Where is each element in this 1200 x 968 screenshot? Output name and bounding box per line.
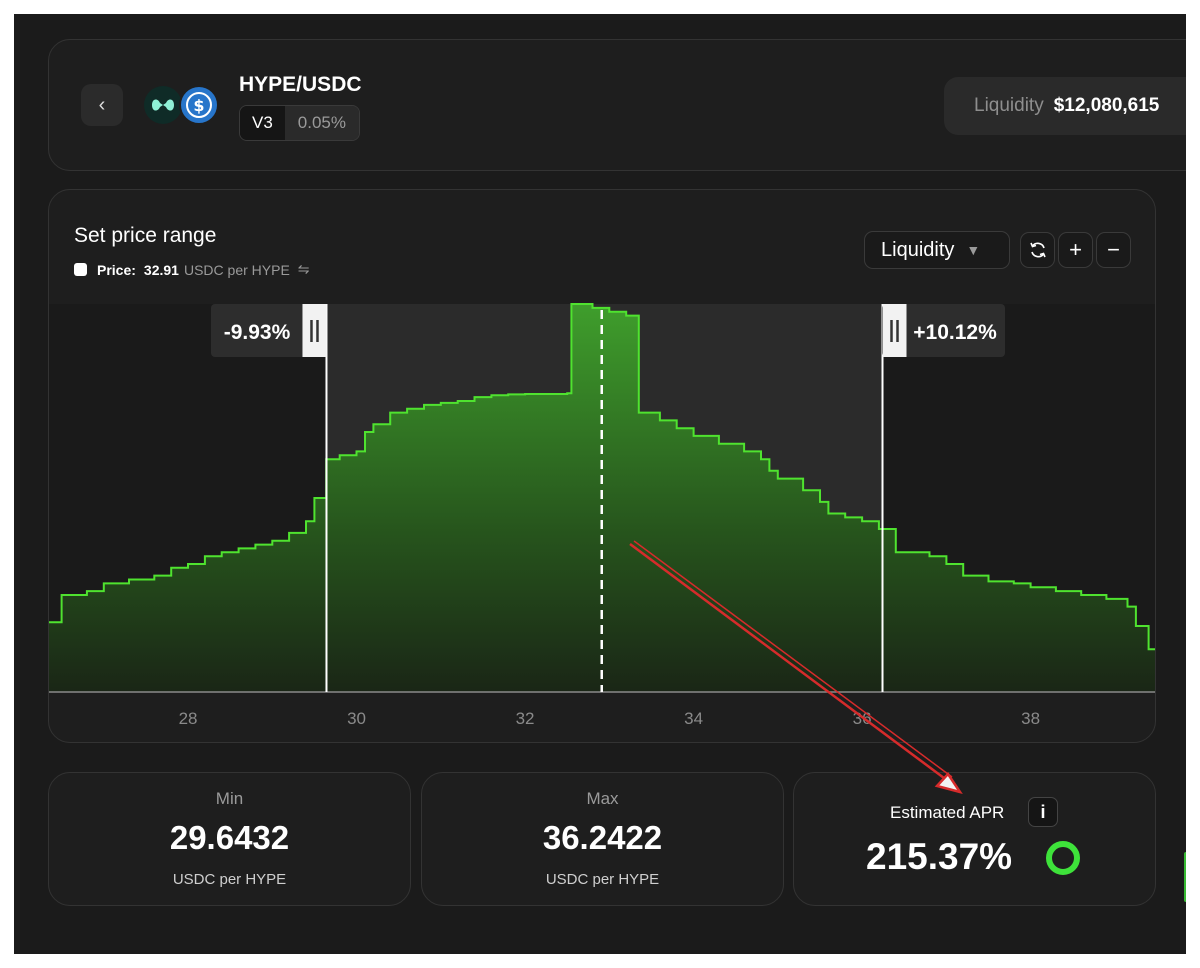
panel-title: Set price range — [74, 224, 217, 247]
price-label: Price: — [97, 261, 136, 278]
min-value[interactable]: 29.6432 — [169, 819, 290, 856]
back-button[interactable]: ‹ — [81, 84, 123, 126]
hype-token-icon — [144, 86, 182, 124]
chart-mode-select[interactable]: Liquidity ▼ — [864, 231, 1010, 269]
price-value: 32.91 — [143, 261, 179, 278]
version-badge: V3 — [240, 106, 285, 140]
swap-direction-icon[interactable]: ⇋ — [297, 261, 310, 277]
min-label: Min — [215, 789, 244, 808]
max-unit: USDC per HYPE — [545, 871, 660, 888]
min-pct-label: -9.93% — [224, 321, 291, 344]
liquidity-chart[interactable]: -9.93% +10.12% 283032343638 — [49, 190, 1156, 743]
minus-icon: − — [1107, 237, 1120, 262]
min-price-card[interactable]: Min 29.6432 USDC per HYPE — [48, 772, 411, 906]
max-range-handle[interactable] — [882, 304, 907, 357]
zoom-in-button[interactable]: + — [1058, 232, 1093, 268]
max-pct-tag — [882, 304, 1005, 357]
x-tick-label: 38 — [1021, 709, 1040, 728]
x-tick-label: 28 — [179, 709, 198, 728]
chevron-down-icon: ▼ — [966, 242, 981, 258]
max-price-card[interactable]: Max 36.2422 USDC per HYPE — [421, 772, 784, 906]
reset-button[interactable] — [1020, 232, 1055, 268]
max-value[interactable]: 36.2422 — [542, 819, 663, 856]
usdc-token-icon: $ — [179, 85, 219, 125]
estimated-apr-card: Estimated APR i 215.37% — [793, 772, 1156, 906]
annotation-layer — [629, 540, 963, 795]
liquidity-line — [49, 303, 1155, 651]
min-unit: USDC per HYPE — [172, 871, 287, 888]
fee-badge: 0.05% — [284, 106, 359, 140]
refresh-icon — [1029, 242, 1046, 258]
max-pct-label: +10.12% — [913, 321, 997, 344]
min-range-handle[interactable] — [302, 304, 327, 357]
liquidity-label: Liquidity — [974, 95, 1044, 116]
liquidity-value: $12,080,615 — [1053, 95, 1160, 116]
price-legend-swatch — [74, 263, 87, 276]
apr-value: 215.37% — [866, 836, 1013, 877]
chevron-left-icon: ‹ — [98, 93, 106, 116]
svg-text:$: $ — [193, 96, 204, 115]
x-tick-label: 32 — [516, 709, 535, 728]
app-frame: ‹ $ HYPE/USDC V3 0.05% Liquidity $12,080… — [14, 14, 1186, 954]
x-tick-label: 34 — [684, 709, 703, 728]
info-button[interactable]: i — [1028, 797, 1058, 827]
plus-icon: + — [1069, 237, 1082, 262]
price-range-panel: Set price range Price: 32.91 USDC per HY… — [48, 189, 1156, 743]
min-pct-tag — [211, 304, 326, 357]
zoom-out-button[interactable]: − — [1096, 232, 1131, 268]
x-tick-label: 30 — [347, 709, 366, 728]
price-unit: USDC per HYPE — [183, 261, 290, 278]
chart-mode-value: Liquidity — [881, 238, 955, 261]
red-arrow-annotation — [629, 540, 963, 795]
side-accent — [1184, 852, 1186, 902]
apr-status-ring-icon — [1046, 841, 1080, 875]
max-label: Max — [586, 789, 619, 808]
pair-title: HYPE/USDC — [239, 73, 362, 96]
apr-label: Estimated APR — [890, 803, 1005, 822]
pool-header: ‹ $ HYPE/USDC V3 0.05% Liquidity $12,080… — [48, 39, 1186, 171]
pool-badges: V3 0.05% — [239, 105, 360, 141]
info-icon: i — [1040, 801, 1046, 822]
liquidity-summary: Liquidity $12,080,615 — [944, 77, 1186, 135]
current-price-row: Price: 32.91 USDC per HYPE ⇋ — [74, 261, 310, 278]
